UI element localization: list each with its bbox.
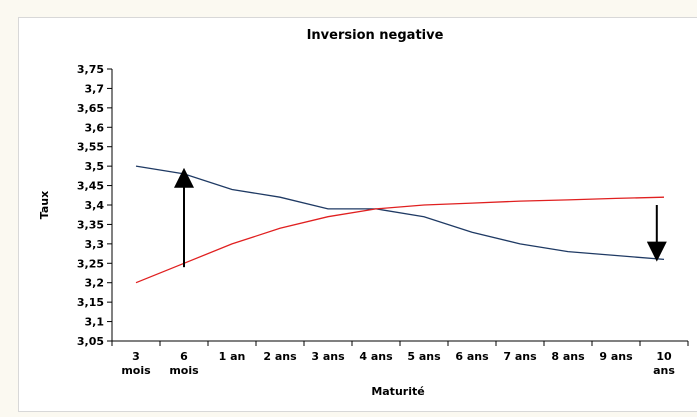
x-tick-label: 10 ans [653, 350, 675, 377]
chart-title: Inversion negative [307, 28, 444, 43]
y-tick-label: 3,5 [85, 160, 105, 173]
y-tick-label: 3,2 [85, 277, 105, 290]
x-tick-label: 8 ans [551, 350, 585, 363]
series-line-1 [135, 165, 665, 261]
y-tick-label: 3,4 [85, 199, 105, 212]
y-tick-label: 3,65 [77, 102, 104, 115]
y-axis-title: Taux [38, 191, 51, 219]
x-tick-label-line: mois [121, 364, 151, 377]
y-tick-label: 3,1 [85, 316, 105, 329]
y-tick-label: 3,25 [77, 257, 104, 270]
x-tick-label: 3 mois [121, 350, 151, 377]
x-tick-label-line: 6 [180, 350, 188, 363]
y-tick-label: 3,45 [77, 180, 104, 193]
x-tick-label: 6 ans [455, 350, 489, 363]
y-ticks: 3,05 3,1 3,15 3,2 3,25 3,3 3,35 3,4 3,45 3,5 3,55 3… [77, 63, 112, 348]
x-tick-label: 6 mois [169, 350, 199, 377]
x-tick-label-line: 2 ans [263, 350, 297, 363]
x-tick-label: 9 ans [599, 350, 633, 363]
x-tick-label-line: ans [653, 364, 675, 377]
chart-frame [18, 17, 697, 412]
y-tick-label: 3,15 [77, 296, 104, 309]
x-tick-label: 3 ans [311, 350, 345, 363]
y-tick-label: 3,05 [77, 335, 104, 348]
x-tick-label: 7 ans [503, 350, 537, 363]
series-group [135, 165, 665, 284]
x-tick-label-line: 10 [656, 350, 672, 363]
x-tick-label-line: 4 ans [359, 350, 393, 363]
x-tick-label-line: 7 ans [503, 350, 537, 363]
x-tick-label-line: 1 an [219, 350, 246, 363]
y-tick-label: 3,35 [77, 218, 104, 231]
annotation-group [174, 167, 667, 268]
x-tick-label-line: 9 ans [599, 350, 633, 363]
x-tick-label: 2 ans [263, 350, 297, 363]
x-tick-label-line: 3 [132, 350, 140, 363]
x-tick-label-line: 8 ans [551, 350, 585, 363]
x-tick-label-line: 3 ans [311, 350, 345, 363]
y-tick-label: 3,6 [85, 121, 105, 134]
x-tick-label: 5 ans [407, 350, 441, 363]
x-tick-label-line: 6 ans [455, 350, 489, 363]
axes [111, 69, 688, 342]
x-tick-label-line: 5 ans [407, 350, 441, 363]
y-tick-label: 3,7 [85, 82, 105, 95]
x-tick-label: 4 ans [359, 350, 393, 363]
y-tick-label: 3,55 [77, 141, 104, 154]
x-tick-label: 1 an [219, 350, 246, 363]
x-axis-title: Maturité [371, 385, 424, 398]
y-tick-label: 3,75 [77, 63, 104, 76]
series-line-2 [135, 196, 665, 284]
y-tick-label: 3,3 [85, 238, 105, 251]
x-tick-label-line: mois [169, 364, 199, 377]
